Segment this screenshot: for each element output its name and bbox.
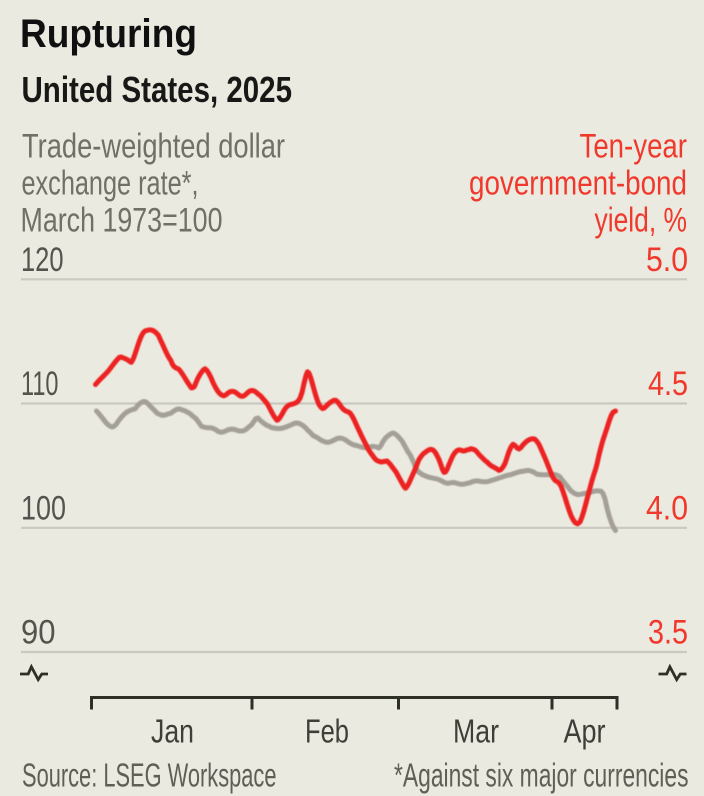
- svg-text:90: 90: [21, 614, 56, 652]
- svg-text:100: 100: [21, 489, 66, 527]
- svg-text:March 1973=100: March 1973=100: [21, 202, 223, 240]
- svg-text:Feb: Feb: [305, 713, 349, 750]
- svg-text:*Against six major currencies: *Against six major currencies: [394, 757, 689, 794]
- svg-text:Source: LSEG Workspace: Source: LSEG Workspace: [22, 757, 277, 794]
- svg-text:Trade-weighted dollar: Trade-weighted dollar: [22, 128, 285, 166]
- svg-text:government-bond: government-bond: [469, 165, 687, 203]
- svg-text:Ten-year: Ten-year: [580, 128, 688, 166]
- svg-text:Rupturing: Rupturing: [20, 12, 197, 56]
- svg-text:Apr: Apr: [564, 713, 606, 750]
- svg-text:3.5: 3.5: [648, 614, 688, 652]
- svg-text:5.0: 5.0: [646, 241, 688, 279]
- svg-text:4.5: 4.5: [648, 365, 688, 403]
- svg-text:120: 120: [21, 241, 64, 279]
- svg-text:yield, %: yield, %: [595, 202, 688, 240]
- svg-text:110: 110: [21, 365, 59, 403]
- svg-text:United States, 2025: United States, 2025: [22, 69, 293, 110]
- svg-text:Mar: Mar: [453, 713, 499, 750]
- svg-text:Jan: Jan: [151, 713, 194, 750]
- svg-text:exchange rate*,: exchange rate*,: [22, 165, 199, 203]
- svg-text:4.0: 4.0: [646, 489, 688, 527]
